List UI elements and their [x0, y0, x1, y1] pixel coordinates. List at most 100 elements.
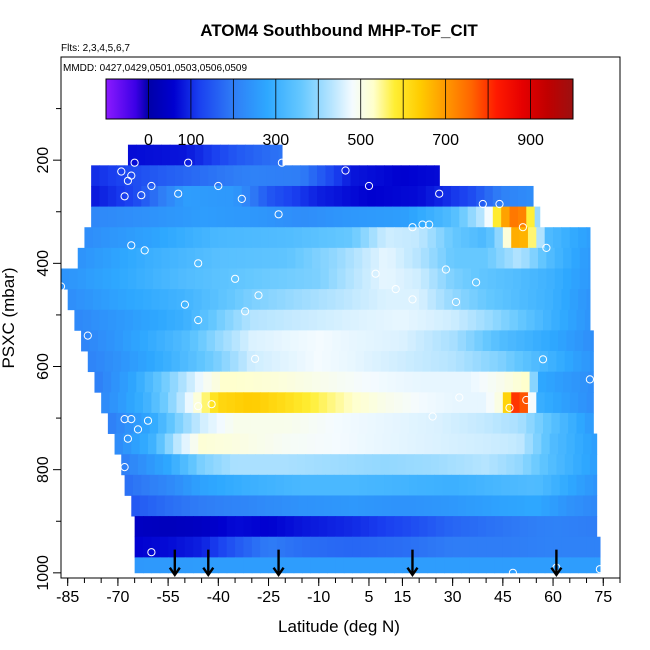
heatmap-cell [519, 557, 529, 574]
heatmap-cell [300, 206, 310, 228]
heatmap-cell [214, 495, 224, 517]
heatmap-cell [457, 495, 467, 517]
heatmap-cell [139, 330, 149, 352]
heatmap-cell [395, 371, 405, 393]
colorbar-tick-label: 0 [144, 132, 153, 149]
heatmap-cell [466, 330, 475, 352]
heatmap-cell [501, 309, 511, 331]
heatmap-cell [159, 516, 169, 538]
heatmap-cell [84, 227, 94, 249]
heatmap-cell [348, 330, 358, 352]
heatmap-cell [578, 516, 588, 538]
sample-point [207, 400, 216, 409]
heatmap-cell [373, 495, 383, 517]
heatmap-cell [434, 165, 440, 187]
heatmap-cell [524, 433, 534, 455]
heatmap-cell [273, 330, 283, 352]
heatmap-cell [270, 144, 280, 166]
heatmap-cell [375, 165, 385, 187]
heatmap-cell [171, 454, 181, 476]
heatmap-cell [149, 165, 159, 187]
heatmap-cell [293, 392, 303, 414]
heatmap-cell [189, 433, 199, 455]
heatmap-cell [476, 474, 486, 496]
heatmap-cell [558, 433, 568, 455]
heatmap-cell [92, 227, 102, 249]
heatmap-cell [209, 392, 219, 414]
heatmap-cell [184, 227, 194, 249]
heatmap-cell [568, 309, 578, 331]
heatmap-cell [517, 185, 527, 207]
heatmap-cell [541, 330, 551, 352]
y-tick-label: 1000 [35, 555, 52, 591]
heatmap-cell [117, 289, 127, 311]
heatmap-cell [430, 454, 440, 476]
heatmap-cell [360, 289, 370, 311]
heatmap-cell [392, 309, 402, 331]
heatmap-cell [241, 165, 251, 187]
heatmap-cell [568, 412, 578, 434]
heatmap-cell [176, 536, 186, 558]
heatmap-cell [211, 144, 221, 166]
heatmap-cell [368, 227, 378, 249]
heatmap-cell [333, 206, 343, 228]
heatmap-cell [469, 392, 479, 414]
heatmap-cell [462, 247, 472, 269]
heatmap-cell [452, 392, 462, 414]
heatmap-cell [296, 454, 306, 476]
heatmap-cell [161, 247, 171, 269]
heatmap-cell [461, 289, 470, 311]
heatmap-cell [392, 185, 402, 207]
heatmap-cell [507, 330, 517, 352]
heatmap-cell [285, 536, 295, 558]
heatmap-cell [154, 454, 164, 476]
heatmap-cell [464, 454, 474, 476]
heatmap-cell [243, 227, 253, 249]
heatmap-row [87, 351, 594, 373]
heatmap-cell [537, 268, 547, 290]
heatmap-cell [136, 144, 146, 166]
heatmap-cell [260, 392, 270, 414]
heatmap-cell [564, 351, 574, 373]
heatmap-cell [479, 268, 489, 290]
heatmap-cell [387, 268, 397, 290]
heatmap-cell [434, 309, 444, 331]
heatmap-cell [107, 309, 117, 331]
heatmap-cell [340, 495, 350, 517]
heatmap-cell [320, 371, 330, 393]
heatmap-cell [303, 371, 313, 393]
heatmap-cell [243, 536, 253, 558]
heatmap-cell [469, 536, 479, 558]
heatmap-cell [352, 557, 362, 574]
heatmap-cell [509, 206, 519, 228]
heatmap-cell [218, 227, 228, 249]
heatmap-cell [397, 454, 407, 476]
heatmap-cell [198, 495, 208, 517]
heatmap-cell [261, 268, 271, 290]
heatmap-cell [335, 392, 345, 414]
heatmap-cell [576, 474, 586, 496]
heatmap-cell [434, 474, 444, 496]
heatmap-cell [566, 330, 576, 352]
heatmap-cell [439, 351, 449, 373]
sample-point [435, 189, 444, 198]
heatmap-cell [308, 309, 318, 331]
heatmap-cell [101, 392, 111, 414]
heatmap-cell [435, 516, 445, 538]
heatmap-cell [350, 185, 360, 207]
y-tick-label: 200 [35, 147, 52, 174]
sample-point [455, 393, 464, 402]
heatmap-cell [549, 330, 559, 352]
heatmap-cell [472, 454, 482, 476]
heatmap-cell [337, 268, 347, 290]
heatmap-cell [352, 536, 362, 558]
heatmap-cell [394, 516, 404, 538]
heatmap-cell [591, 433, 598, 455]
sample-point [180, 300, 189, 309]
heatmap-cell [245, 144, 255, 166]
heatmap-cell [161, 268, 171, 290]
heatmap-cell [143, 557, 152, 574]
heatmap-row [94, 371, 594, 393]
heatmap-cell [278, 268, 288, 290]
heatmap-cell [198, 433, 208, 455]
